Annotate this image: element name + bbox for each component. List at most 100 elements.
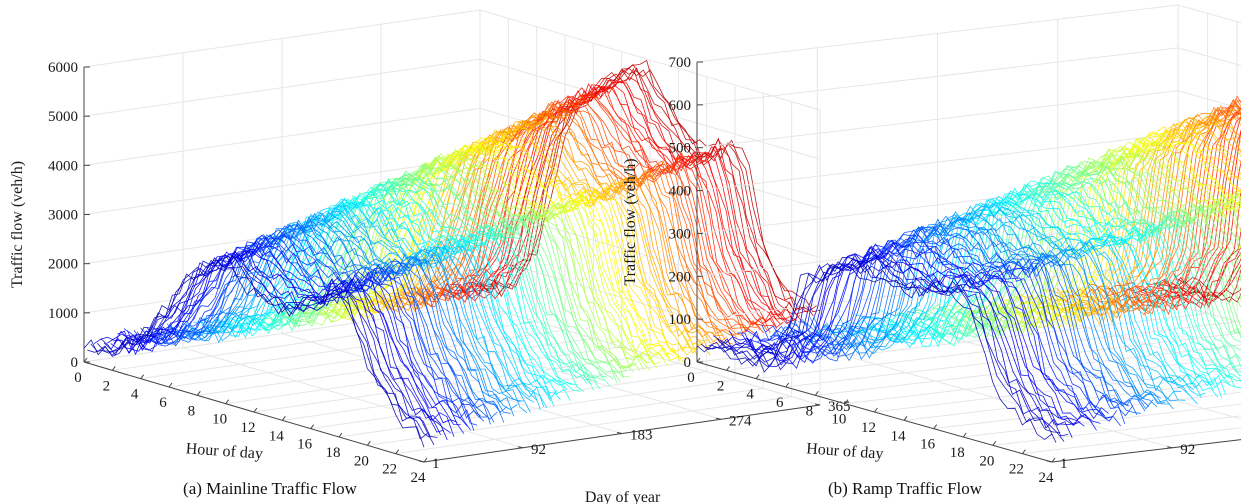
y-tick-label: 183 [630, 428, 653, 444]
x-tick-label: 12 [861, 420, 876, 436]
series-line [450, 77, 791, 322]
series-line [356, 127, 698, 356]
z-tick-label: 1000 [48, 306, 78, 322]
series-line [866, 187, 1223, 399]
mainline-series-lines [83, 59, 821, 448]
y-tick-label: 92 [1180, 442, 1195, 458]
series-line [793, 226, 1150, 407]
series-line [999, 133, 1241, 330]
series-line [410, 100, 751, 331]
series-line [180, 212, 521, 403]
series-line [1028, 123, 1241, 323]
series-line [399, 109, 741, 335]
panel-mainline: 0100020003000400050006000024681012141618… [9, 9, 851, 504]
series-line [789, 218, 1146, 412]
series-line [283, 164, 624, 379]
series-line [243, 183, 584, 392]
x-tick-label: 22 [1009, 462, 1024, 478]
series-line [170, 220, 511, 414]
series-line [313, 148, 654, 363]
x-tick-label: 20 [354, 453, 369, 469]
x-axis-label: Hour of day [185, 440, 263, 462]
series-line [1113, 106, 1241, 310]
x-tick-label: 14 [269, 428, 285, 444]
z-tick-label: 0 [684, 355, 692, 371]
caption-ramp: (b) Ramp Traffic Flow [828, 479, 983, 498]
series-line [363, 124, 704, 349]
series-line [176, 221, 518, 410]
series-line [386, 120, 728, 344]
x-tick-label: 0 [74, 370, 82, 386]
series-line [1177, 276, 1241, 303]
series-line [376, 115, 717, 345]
x-tick-label: 16 [920, 437, 936, 453]
x-tick-label: 20 [979, 453, 994, 469]
series-line [1145, 187, 1241, 307]
y-tick-label: 274 [729, 413, 752, 429]
series-line [927, 167, 1241, 340]
series-line [1141, 159, 1241, 309]
x-tick-label: 6 [776, 395, 784, 411]
z-tick-label: 4000 [48, 158, 78, 174]
series-line [459, 73, 801, 322]
series-line [1040, 122, 1241, 326]
series-line [329, 144, 671, 361]
series-line [716, 255, 1073, 438]
series-line [1108, 109, 1241, 316]
series-line [979, 141, 1241, 328]
series-line [935, 161, 1241, 338]
series-line [316, 151, 658, 369]
series-line [100, 250, 441, 435]
series-line [971, 147, 1241, 336]
x-tick-label: 14 [891, 428, 907, 444]
z-tick-label: 500 [669, 141, 692, 157]
series-line [140, 235, 481, 419]
series-line [1129, 117, 1241, 305]
z-tick-label: 400 [669, 184, 692, 200]
series-line [306, 152, 648, 364]
z-tick-label: 0 [71, 355, 79, 371]
series-line [130, 237, 471, 431]
series-line [476, 59, 817, 311]
series-line [834, 204, 1190, 396]
series-line [190, 211, 531, 413]
series-line [1133, 129, 1241, 310]
z-axis-label: Traffic flow (veh/h) [622, 158, 639, 285]
ramp-series-lines [696, 95, 1241, 443]
series-line [858, 196, 1215, 391]
x-tick-label: 18 [326, 445, 341, 461]
series-line [915, 175, 1241, 368]
y-tick-label: 92 [531, 442, 546, 458]
z-tick-label: 5000 [48, 109, 78, 125]
series-line [1044, 115, 1241, 321]
series-line [366, 121, 707, 345]
series-line [1052, 113, 1241, 324]
series-line [854, 201, 1210, 389]
series-line [200, 200, 541, 410]
series-line [947, 161, 1241, 334]
series-line [878, 184, 1234, 378]
series-line [728, 246, 1085, 427]
series-line [1008, 132, 1241, 326]
x-tick-label: 8 [188, 403, 196, 419]
z-axis-label: Traffic flow (veh/h) [9, 161, 26, 288]
series-line [196, 207, 538, 401]
series-line [761, 239, 1118, 422]
series-line [353, 129, 694, 356]
x-tick-label: 4 [746, 387, 754, 403]
series-line [1016, 126, 1241, 329]
series-line [987, 137, 1241, 328]
series-line [850, 195, 1206, 396]
series-line [1020, 130, 1241, 323]
series-line [1060, 109, 1241, 320]
series-line [1056, 113, 1241, 314]
series-line [704, 261, 1061, 433]
y-axis-label: Day of year [585, 489, 661, 504]
series-line [765, 229, 1122, 427]
series-line [373, 119, 714, 350]
series-line [890, 182, 1241, 382]
series-line [210, 202, 551, 402]
series-line [1084, 99, 1241, 316]
series-line [870, 192, 1227, 396]
z-tick-label: 100 [669, 312, 692, 328]
